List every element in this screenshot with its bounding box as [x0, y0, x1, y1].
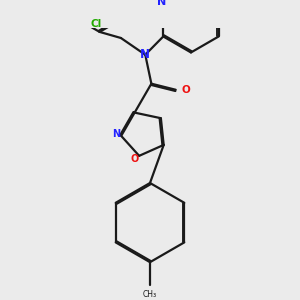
Text: O: O	[130, 154, 139, 164]
Text: CH₃: CH₃	[143, 290, 157, 298]
Text: N: N	[140, 48, 150, 61]
Text: N: N	[157, 0, 167, 7]
Text: Cl: Cl	[90, 19, 101, 28]
Text: N: N	[112, 129, 121, 140]
Text: O: O	[181, 85, 190, 95]
